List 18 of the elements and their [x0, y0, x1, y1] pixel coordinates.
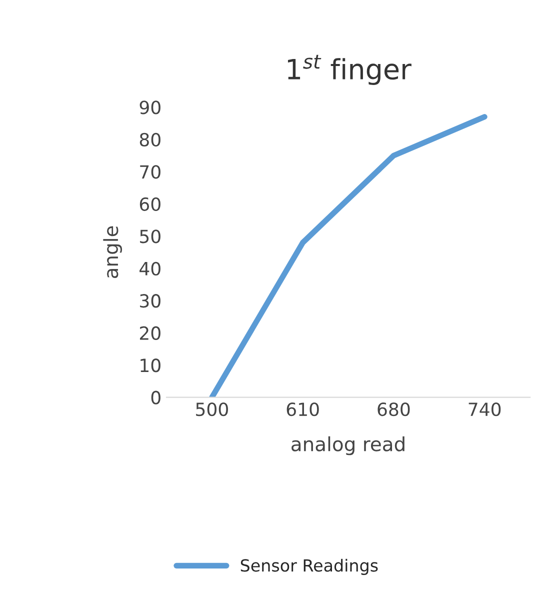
x-tick-label: 740: [468, 402, 501, 416]
x-tick-label: 610: [286, 402, 319, 416]
y-tick-label: 70: [140, 165, 160, 179]
x-axis-title: analog read: [292, 436, 404, 456]
chart-title: 1$^{st}$ finger: [288, 54, 412, 85]
y-tick-label: 20: [140, 326, 160, 340]
y-tick-label: 0: [151, 390, 160, 404]
y-tick-label: 10: [140, 358, 160, 372]
y-tick-label: 50: [140, 230, 160, 244]
x-tick-label: 500: [196, 402, 228, 416]
y-tick-label: 80: [140, 132, 160, 147]
y-tick-label: 90: [140, 100, 160, 114]
y-tick-label: 30: [140, 294, 160, 308]
x-tick-label: 680: [378, 402, 410, 416]
y-tick-label: 60: [140, 197, 160, 211]
legend-label: Sensor Readings: [240, 558, 378, 575]
y-tick-label: 40: [140, 262, 160, 276]
y-axis-title: angle: [103, 226, 122, 278]
